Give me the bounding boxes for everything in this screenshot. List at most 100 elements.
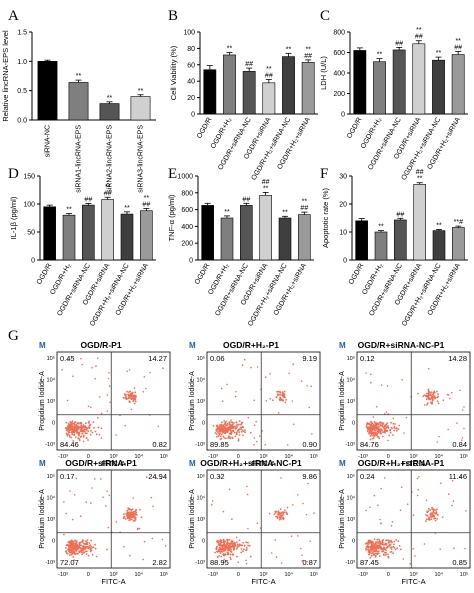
facs-dot [383,547,386,550]
y-axis-label: TNF-α (pg/ml) [167,194,176,241]
facs-dot [231,540,234,543]
facs-dot [132,497,135,499]
facs-dot [216,431,219,433]
y-tick-label: -10³ [345,442,355,448]
facs-dot [378,555,381,557]
facs-dot [245,541,248,544]
facs-dot [418,476,420,478]
facs-dot [427,507,430,510]
facs-dot [91,431,94,434]
quadrant-q2-value: 9.19 [302,354,317,363]
gate-label: M [189,459,196,468]
facs-dot [142,391,145,393]
facs-dot [437,402,440,405]
x-tick-label: -10³ [58,454,68,460]
facs-dot [227,547,230,550]
facs-dot [82,434,85,437]
facs-dot [71,541,74,543]
bar [355,220,368,261]
facs-dot [65,432,68,435]
facs-dot [377,552,380,555]
facs-dot [379,541,381,544]
x-tick-label: 0 [387,572,390,578]
facs-dot [380,487,383,490]
facs-dot [236,430,239,432]
facs-dot [233,549,235,551]
facs-dot [437,393,439,396]
facs-dot [84,543,86,546]
facs-dot [230,551,233,553]
facs-dot [249,555,252,558]
facs-dot [108,385,111,387]
facs-dot [250,366,252,369]
facs-dot [223,432,226,434]
facs-dot [81,363,83,366]
facs-dot [273,513,276,515]
facs-dot [106,548,108,551]
facs-dot [123,545,125,548]
facs-dot [387,439,389,442]
facs-dot [247,527,249,530]
facs-dot [253,443,255,446]
facs-dot [301,559,304,562]
facs-dot [128,369,131,371]
significance-mark: ## [395,40,403,47]
facs-dot [386,539,388,542]
facs-dot [373,424,376,427]
facs-dot [264,443,267,446]
facs-dot [433,512,436,515]
bar [353,50,367,115]
facs-dot [424,520,427,523]
significance-mark: ** [417,176,423,183]
bar [120,213,134,261]
facs-dot [107,377,110,380]
facs-dot [226,542,228,545]
facs-dot [216,556,219,558]
facs-dot [235,555,238,558]
facs-dot [427,510,429,513]
facs-dot [377,423,380,426]
facs-dot [432,394,435,397]
facs-dot [381,425,384,428]
y-tick-label: 10⁴ [47,377,56,384]
facs-dot [65,512,67,515]
facs-dot [430,391,433,394]
facs-dot [87,430,90,432]
bar [37,61,58,121]
panel-letter-A: A [8,8,19,24]
facs-dot [66,399,69,402]
facs-dot [367,428,370,431]
facs-dot [428,518,431,521]
facs-dot [368,549,371,552]
y-tick-label: 10⁴ [347,495,356,502]
facs-dot [145,476,148,478]
significance-mark: ## [300,205,308,212]
bar [220,217,234,261]
facs-dot [238,420,241,422]
facs-dot [164,545,167,547]
facs-dot [225,437,227,440]
facs-dot [381,548,384,550]
facs-dot [134,518,137,521]
facs-dot [370,434,373,436]
facs-dot [230,423,232,426]
facs-dot [280,511,283,514]
bar [374,231,388,261]
x-tick-label: -10³ [208,572,218,578]
facs-dot [425,514,427,516]
y-tick-label: 10⁴ [197,377,206,384]
facs-dot [70,548,72,550]
facs-dot [385,429,387,432]
y-tick-label: -10³ [45,560,55,566]
facs-dot [70,436,73,439]
facs-dot [233,431,236,434]
facs-dot [82,539,84,541]
facs-dot [253,424,256,427]
facs-dot [308,406,311,409]
facs-dot [265,400,268,402]
facs-dot [389,551,392,553]
facs-dot [77,437,79,439]
facs-dot [85,540,87,543]
facs-dot [261,430,264,432]
